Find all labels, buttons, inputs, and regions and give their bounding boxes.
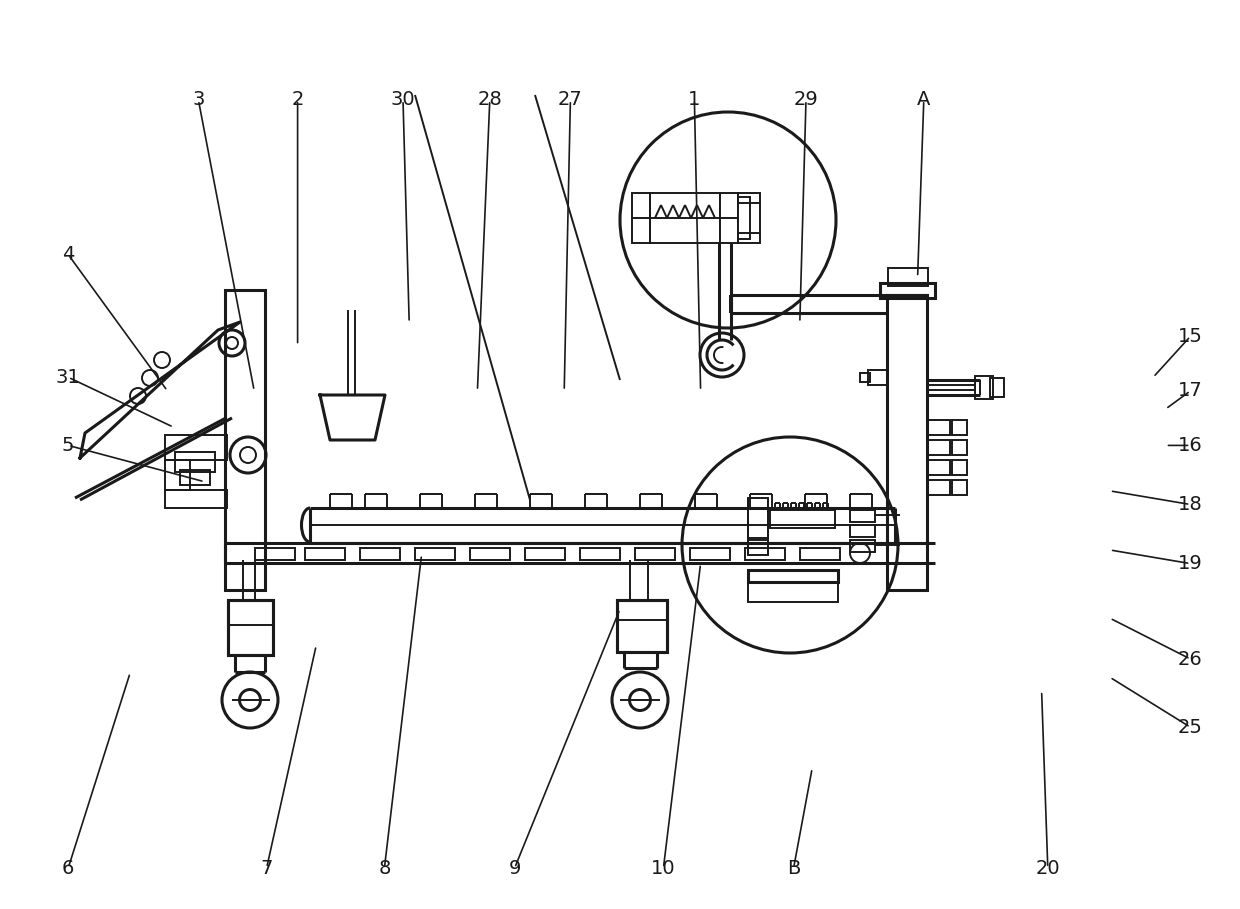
Bar bbox=[952, 420, 967, 435]
Bar bbox=[975, 376, 993, 399]
Bar bbox=[738, 233, 760, 243]
Bar bbox=[868, 370, 888, 385]
Text: 3: 3 bbox=[192, 91, 205, 109]
Bar bbox=[689, 548, 730, 560]
Text: 6: 6 bbox=[62, 859, 74, 877]
Text: 31: 31 bbox=[56, 368, 81, 386]
Bar bbox=[952, 460, 967, 475]
Text: 18: 18 bbox=[1178, 495, 1203, 514]
Text: 30: 30 bbox=[391, 91, 415, 109]
Bar bbox=[738, 197, 750, 239]
Text: 7: 7 bbox=[260, 859, 273, 877]
Text: 29: 29 bbox=[794, 91, 818, 109]
Bar bbox=[887, 295, 928, 590]
Text: 8: 8 bbox=[378, 859, 391, 877]
Bar bbox=[888, 268, 928, 286]
Bar bbox=[748, 498, 768, 538]
Bar bbox=[880, 283, 935, 298]
Bar bbox=[255, 548, 295, 560]
Text: 2: 2 bbox=[291, 91, 304, 109]
Bar bbox=[165, 490, 227, 508]
Bar bbox=[618, 600, 667, 652]
Text: 17: 17 bbox=[1178, 382, 1203, 400]
Text: A: A bbox=[918, 91, 930, 109]
Bar bbox=[952, 480, 967, 495]
Bar bbox=[175, 452, 215, 472]
Bar bbox=[525, 548, 565, 560]
Bar bbox=[165, 460, 190, 490]
Bar bbox=[748, 540, 768, 555]
Text: 4: 4 bbox=[62, 245, 74, 264]
Bar bbox=[928, 420, 950, 435]
Bar bbox=[849, 510, 875, 522]
Text: 26: 26 bbox=[1178, 650, 1203, 668]
Text: 20: 20 bbox=[1035, 859, 1060, 877]
Text: 27: 27 bbox=[558, 91, 583, 109]
Bar bbox=[928, 480, 950, 495]
Bar bbox=[738, 193, 760, 203]
Bar bbox=[415, 548, 455, 560]
Bar bbox=[580, 548, 620, 560]
Bar bbox=[990, 378, 1004, 397]
Bar bbox=[849, 525, 875, 537]
Bar bbox=[770, 510, 835, 528]
Bar bbox=[228, 600, 273, 655]
Bar bbox=[720, 193, 738, 243]
Text: 1: 1 bbox=[688, 91, 701, 109]
Bar bbox=[861, 373, 870, 382]
Bar bbox=[748, 570, 838, 582]
Bar bbox=[228, 600, 273, 655]
Bar bbox=[470, 548, 510, 560]
Bar bbox=[224, 290, 265, 590]
Bar bbox=[748, 582, 838, 602]
Text: 25: 25 bbox=[1178, 718, 1203, 736]
Text: 19: 19 bbox=[1178, 554, 1203, 573]
Bar bbox=[360, 548, 401, 560]
Text: 10: 10 bbox=[651, 859, 676, 877]
Bar bbox=[800, 548, 839, 560]
Text: 16: 16 bbox=[1178, 436, 1203, 454]
Bar bbox=[165, 435, 227, 460]
Text: B: B bbox=[787, 859, 800, 877]
Bar bbox=[650, 193, 720, 243]
Bar bbox=[180, 470, 210, 485]
Text: 5: 5 bbox=[62, 436, 74, 454]
Bar bbox=[618, 600, 667, 652]
Bar bbox=[928, 460, 950, 475]
Bar bbox=[928, 440, 950, 455]
Bar bbox=[849, 540, 875, 552]
Text: 28: 28 bbox=[477, 91, 502, 109]
Text: 15: 15 bbox=[1178, 327, 1203, 345]
Bar bbox=[745, 548, 785, 560]
Bar bbox=[632, 193, 650, 243]
Text: 9: 9 bbox=[508, 859, 521, 877]
Bar bbox=[305, 548, 345, 560]
Bar bbox=[635, 548, 675, 560]
Bar bbox=[952, 440, 967, 455]
